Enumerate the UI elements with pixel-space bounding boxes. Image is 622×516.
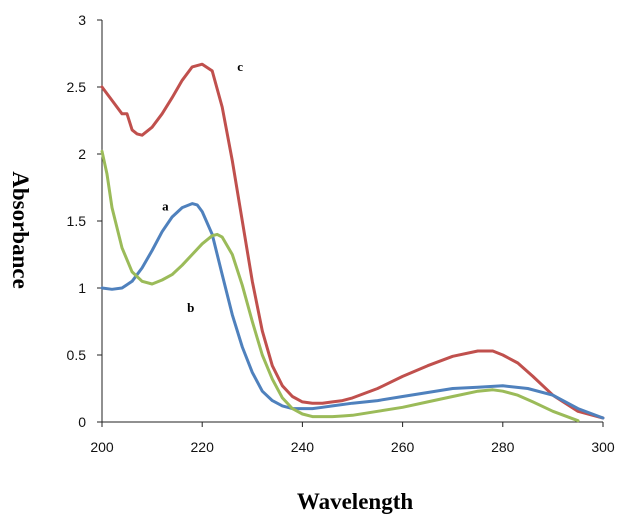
curve-label-a: a [162,198,169,213]
series-line-c [100,62,605,420]
x-tick-label: 280 [491,439,515,455]
y-tick-label: 3 [78,12,86,28]
y-tick-label: 1 [78,280,86,296]
curve-labels: c a b [162,59,243,315]
series-line-a [100,202,605,420]
curve-label-b: b [187,300,194,315]
curve-label-c: c [237,59,243,74]
x-tick-label: 260 [391,439,415,455]
y-tick-label: 2.5 [67,79,87,95]
series-lines [100,62,605,423]
series-line-b [100,149,580,423]
y-tick-label: 0.5 [67,347,87,363]
y-tick-label: 0 [78,414,86,430]
y-axis-title: Absorbance [8,171,33,289]
y-tick-label: 1.5 [67,213,87,229]
x-tick-label: 240 [291,439,315,455]
axes [97,19,604,427]
x-axis-title: Wavelength [297,489,413,514]
x-tick-label: 220 [191,439,215,455]
x-tick-label: 300 [591,439,615,455]
tick-labels: 200 220 240 260 280 300 0 0.5 1 1.5 2 2.5 3 [67,12,615,455]
x-tick-label: 200 [90,439,114,455]
y-tick-label: 2 [78,146,86,162]
